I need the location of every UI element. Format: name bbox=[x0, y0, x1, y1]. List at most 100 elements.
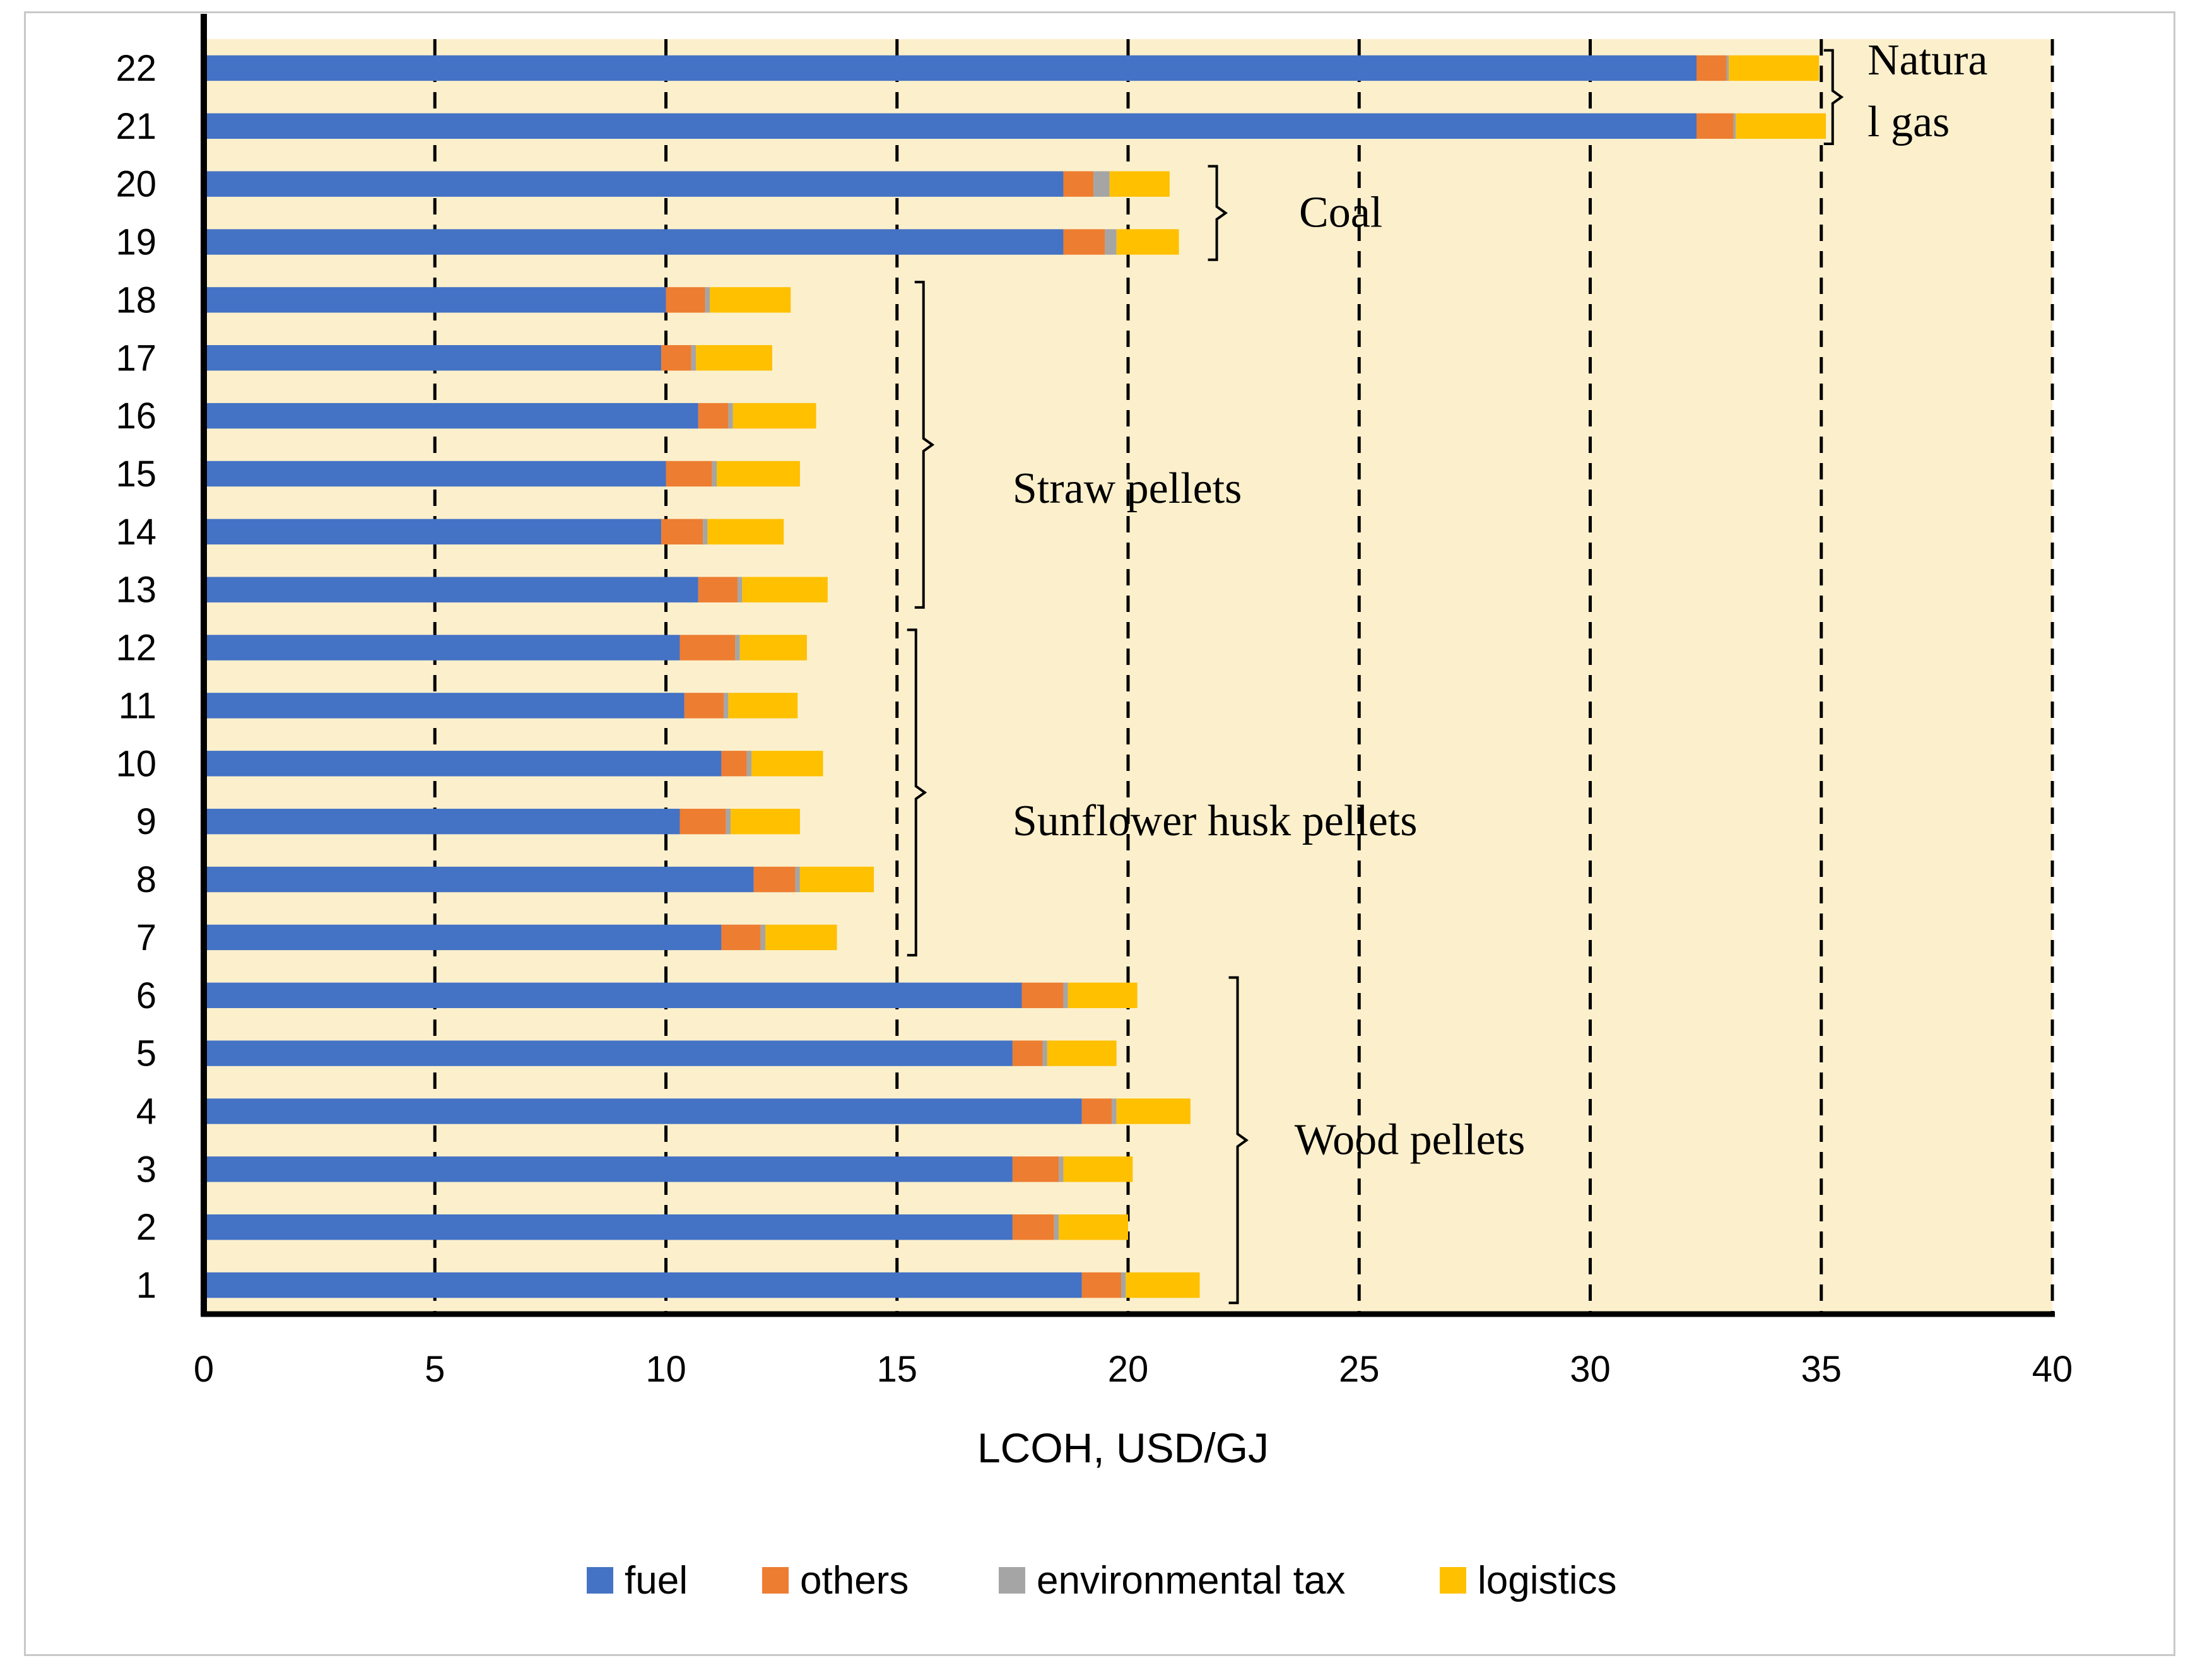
bar-9-fuel bbox=[204, 808, 680, 835]
bar-10-environmental-tax bbox=[746, 751, 752, 777]
bar-18-logistics bbox=[710, 287, 791, 313]
bar-22-fuel bbox=[204, 55, 1697, 81]
bar-14-others bbox=[661, 519, 703, 545]
bar-18-fuel bbox=[204, 287, 666, 313]
bar-16-fuel bbox=[204, 402, 698, 429]
group-label-0: Wood pellets bbox=[1295, 1115, 1526, 1164]
group-annotations: Wood pellets Sunflower husk pellets Straw … bbox=[907, 36, 1987, 1305]
bar-15-fuel bbox=[204, 461, 666, 487]
bar-3-environmental-tax bbox=[1059, 1156, 1064, 1182]
legend-label-others: others bbox=[800, 1559, 909, 1602]
legend-swatch-others bbox=[762, 1567, 789, 1594]
bar-6-environmental-tax bbox=[1063, 982, 1068, 1008]
bar-7-logistics bbox=[765, 924, 837, 951]
bar-13-environmental-tax bbox=[738, 577, 743, 602]
bar-4-fuel bbox=[204, 1098, 1082, 1124]
bar-19-fuel bbox=[204, 229, 1064, 255]
bar-21-others bbox=[1696, 113, 1734, 139]
bar-1-logistics bbox=[1126, 1272, 1200, 1298]
bar-21-fuel bbox=[204, 113, 1697, 139]
bar-18-others bbox=[666, 287, 705, 313]
bars bbox=[204, 55, 1826, 1298]
legend-label-fuel: fuel bbox=[625, 1559, 688, 1602]
bar-5-others bbox=[1012, 1040, 1043, 1066]
bar-17-logistics bbox=[696, 345, 772, 371]
bar-13-logistics bbox=[742, 577, 828, 602]
bar-5-fuel bbox=[204, 1040, 1013, 1066]
y-tick-label-1: 1 bbox=[136, 1265, 156, 1306]
group-label-3: Coal bbox=[1299, 189, 1382, 237]
bar-7-fuel bbox=[204, 924, 722, 951]
y-tick-label-17: 17 bbox=[115, 338, 156, 379]
legend-label-environmental-tax: environmental tax bbox=[1037, 1559, 1345, 1602]
bar-14-environmental-tax bbox=[703, 519, 708, 545]
y-tick-label-6: 6 bbox=[136, 975, 156, 1016]
y-tick-label-19: 19 bbox=[115, 222, 156, 263]
y-tick-label-12: 12 bbox=[115, 628, 156, 669]
bar-2-fuel bbox=[204, 1214, 1013, 1240]
bar-3-logistics bbox=[1063, 1156, 1133, 1182]
bar-16-others bbox=[698, 402, 729, 429]
x-tick-label-10: 10 bbox=[645, 1349, 686, 1390]
x-tick-label-20: 20 bbox=[1108, 1349, 1149, 1390]
x-tick-labels: 0 5 10 15 20 25 30 35 40 bbox=[194, 1349, 2073, 1390]
bar-19-environmental-tax bbox=[1105, 229, 1117, 255]
bar-9-environmental-tax bbox=[726, 808, 731, 835]
y-tick-label-15: 15 bbox=[115, 454, 156, 495]
bar-20-others bbox=[1063, 171, 1094, 197]
bar-3-others bbox=[1012, 1156, 1059, 1182]
y-tick-label-16: 16 bbox=[115, 396, 156, 437]
bar-22-others bbox=[1696, 55, 1727, 81]
bar-22-environmental-tax bbox=[1726, 55, 1729, 81]
bar-3-fuel bbox=[204, 1156, 1013, 1182]
bar-10-logistics bbox=[751, 751, 823, 777]
bar-8-others bbox=[753, 866, 796, 893]
bar-21-logistics bbox=[1736, 113, 1826, 139]
bar-22-logistics bbox=[1729, 55, 1820, 81]
bar-19-others bbox=[1063, 229, 1105, 255]
y-tick-label-7: 7 bbox=[136, 917, 156, 958]
group-label-4: Natura l gas bbox=[1868, 36, 1987, 146]
bar-15-logistics bbox=[717, 461, 800, 487]
bar-5-logistics bbox=[1047, 1040, 1117, 1066]
x-tick-label-15: 15 bbox=[876, 1349, 917, 1390]
y-tick-label-14: 14 bbox=[115, 512, 156, 553]
group-bracket-1 bbox=[907, 628, 927, 957]
bar-13-others bbox=[698, 577, 738, 602]
bar-14-fuel bbox=[204, 519, 662, 545]
y-tick-label-22: 22 bbox=[115, 48, 156, 89]
bar-2-others bbox=[1012, 1214, 1054, 1240]
bar-13-fuel bbox=[204, 577, 698, 602]
bar-4-environmental-tax bbox=[1112, 1098, 1117, 1124]
group-label-1: Sunflower husk pellets bbox=[1013, 797, 1418, 845]
bar-15-environmental-tax bbox=[712, 461, 717, 487]
bar-2-environmental-tax bbox=[1054, 1214, 1059, 1240]
x-tick-label-35: 35 bbox=[1801, 1349, 1842, 1390]
bar-12-environmental-tax bbox=[735, 635, 740, 661]
bar-2-logistics bbox=[1059, 1214, 1128, 1240]
legend-swatch-logistics bbox=[1440, 1567, 1466, 1594]
legend-swatch-fuel bbox=[587, 1567, 613, 1594]
bar-7-environmental-tax bbox=[760, 924, 765, 951]
legend-swatch-environmental-tax bbox=[999, 1567, 1025, 1594]
group-label-2: Straw pellets bbox=[1013, 464, 1242, 513]
bar-20-environmental-tax bbox=[1093, 171, 1110, 197]
bar-16-environmental-tax bbox=[728, 402, 733, 429]
legend: fuel others environmental tax logistics bbox=[587, 1559, 1617, 1602]
bar-20-fuel bbox=[204, 171, 1064, 197]
y-tick-label-13: 13 bbox=[115, 570, 156, 611]
x-tick-label-40: 40 bbox=[2032, 1349, 2073, 1390]
group-bracket-4 bbox=[1823, 49, 1844, 146]
bar-11-environmental-tax bbox=[724, 693, 729, 719]
bar-7-others bbox=[721, 924, 761, 951]
bar-9-others bbox=[679, 808, 726, 835]
legend-label-logistics: logistics bbox=[1478, 1559, 1617, 1602]
x-axis-title: LCOH, USD/GJ bbox=[977, 1424, 1269, 1471]
bar-17-others bbox=[661, 345, 691, 371]
bar-20-logistics bbox=[1109, 171, 1170, 197]
x-tick-label-5: 5 bbox=[425, 1349, 445, 1390]
y-tick-label-11: 11 bbox=[119, 685, 156, 726]
bar-6-logistics bbox=[1068, 982, 1138, 1008]
